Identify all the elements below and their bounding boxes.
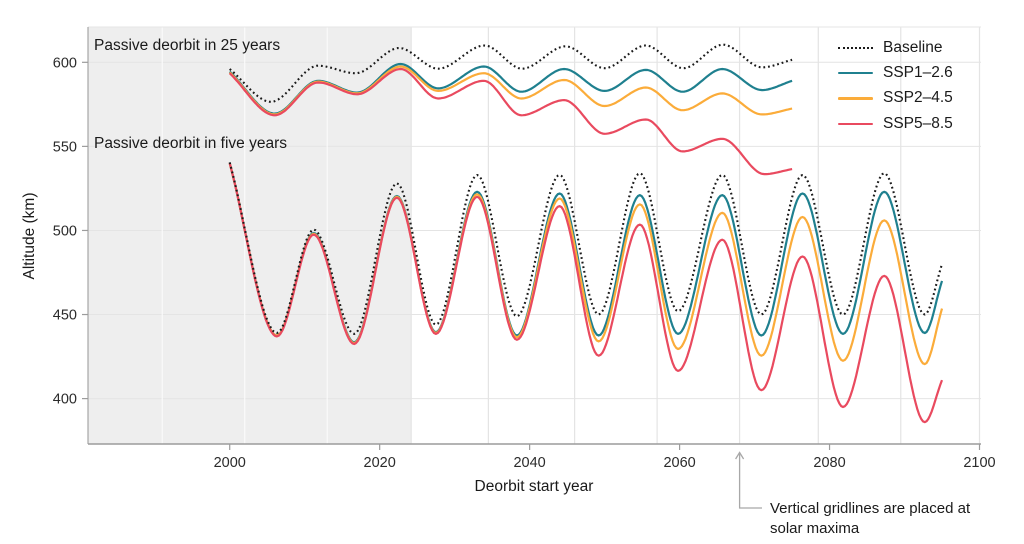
- legend-item-ssp5: SSP5–8.5: [838, 111, 953, 136]
- y-tick-label: 500: [53, 223, 77, 239]
- x-tick-label: 2020: [364, 455, 396, 471]
- legend: Baseline SSP1–2.6 SSP2–4.5 SSP5–8.5: [838, 35, 953, 137]
- legend-item-ssp1: SSP1–2.6: [838, 60, 953, 85]
- ssp1-line-swatch: [838, 71, 873, 75]
- x-tick-label: 2100: [963, 455, 995, 471]
- series-line-deorbit-25yr-SSP5–8.5: [228, 67, 793, 176]
- y-tick-label: 450: [53, 308, 77, 324]
- y-tick-label: 400: [53, 392, 77, 408]
- x-tick-label: 2060: [663, 455, 695, 471]
- x-tick-label: 2000: [214, 455, 246, 471]
- x-axis-label: Deorbit start year: [474, 478, 594, 495]
- ssp5-line-swatch: [838, 122, 873, 126]
- solar-maxima-arrow: [735, 451, 762, 509]
- legend-label: SSP5–8.5: [883, 114, 953, 132]
- y-tick-label: 600: [53, 55, 77, 71]
- series-line-deorbit-25yr-Baseline: [229, 43, 793, 103]
- legend-label: SSP2–4.5: [883, 89, 953, 107]
- baseline-dotted-line-swatch: [838, 46, 873, 49]
- legend-item-ssp2: SSP2–4.5: [838, 86, 953, 111]
- ssp2-line-swatch: [838, 97, 873, 100]
- legend-label: SSP1–2.6: [883, 64, 953, 82]
- y-axis-label: Altitude (km): [21, 192, 38, 280]
- y-tick-label: 550: [53, 139, 77, 155]
- annotation-passive-deorbit-25-years: Passive deorbit in 25 years: [94, 37, 281, 54]
- x-tick-label: 2040: [513, 455, 545, 471]
- annotation-solar-maxima-note: Vertical gridlines are placed at solar m…: [770, 500, 971, 537]
- x-tick-label: 2080: [813, 455, 845, 471]
- series-line-deorbit-5yr-SSP5–8.5: [228, 162, 944, 424]
- legend-label: Baseline: [883, 38, 943, 56]
- axes: 2000 2020 2040 2060 2080 2100 400 450 500 550 600: [53, 27, 996, 471]
- legend-item-baseline: Baseline: [838, 35, 953, 60]
- annotation-passive-deorbit-five-years: Passive deorbit in five years: [94, 135, 287, 152]
